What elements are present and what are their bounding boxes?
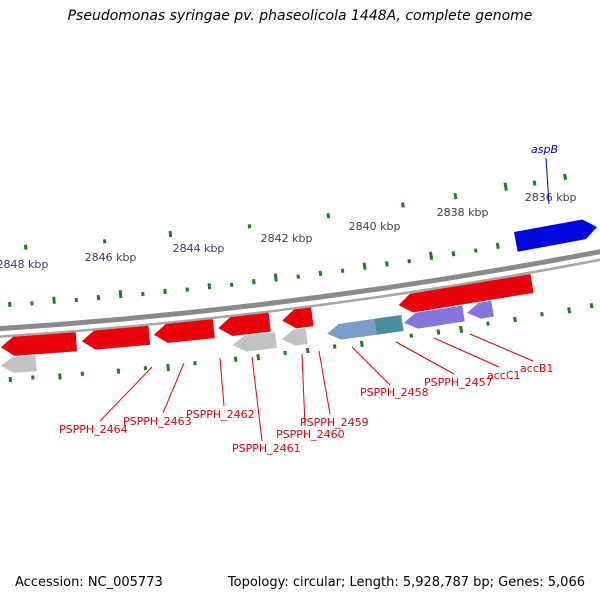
- gene-arrow[interactable]: [281, 328, 308, 347]
- feature-tick: [168, 230, 173, 238]
- gene-arrow-accC1[interactable]: [403, 305, 465, 331]
- feature-tick: [563, 173, 568, 181]
- feature-tick: [332, 344, 337, 349]
- gene-shape[interactable]: [81, 325, 151, 351]
- gene-shape[interactable]: [281, 307, 314, 330]
- feature-tick: [252, 279, 256, 285]
- gene-arrow[interactable]: [397, 274, 534, 314]
- scale-label: 2846 kbp: [85, 251, 137, 264]
- feature-tick: [340, 268, 345, 273]
- feature-tick: [486, 321, 490, 326]
- gene-shape[interactable]: [0, 355, 37, 373]
- feature-tick: [451, 251, 456, 257]
- label-leader-line: [99, 366, 153, 422]
- status-summary: Topology: circular; Length: 5,928,787 bp…: [227, 575, 585, 590]
- gene-shape[interactable]: [0, 332, 78, 356]
- label-leader-line: [395, 341, 455, 375]
- label-leader-line: [219, 357, 225, 407]
- feature-tick: [359, 340, 364, 348]
- feature-tick: [296, 274, 300, 279]
- gene-label[interactable]: PSPPH_2458: [360, 386, 429, 399]
- feature-tick: [305, 347, 310, 354]
- feature-tick: [409, 333, 414, 338]
- feature-tick: [459, 325, 464, 334]
- gene-arrow[interactable]: [153, 319, 215, 344]
- backbone-line: [0, 249, 600, 332]
- feature-tick: [428, 251, 434, 260]
- feature-tick: [385, 261, 389, 267]
- feature-tick: [567, 307, 572, 314]
- gene-label[interactable]: PSPPH_2459: [300, 416, 369, 429]
- feature-tick: [473, 248, 478, 253]
- feature-tick: [233, 356, 238, 362]
- gene-shape[interactable]: [466, 300, 494, 321]
- backbone-line: [0, 258, 600, 338]
- gene-arrow-accB1[interactable]: [466, 300, 494, 321]
- label-leader-line: [545, 157, 550, 205]
- feature-tick: [532, 180, 537, 186]
- gene-shape[interactable]: [403, 305, 465, 331]
- feature-tick: [362, 262, 367, 270]
- gene-label[interactable]: PSPPH_2463: [123, 415, 192, 428]
- feature-tick: [52, 296, 56, 304]
- feature-tick: [207, 283, 212, 290]
- feature-tick: [513, 316, 517, 323]
- label-leader-line: [301, 353, 306, 427]
- gene-label[interactable]: PSPPH_2460: [276, 428, 345, 441]
- feature-tick: [407, 258, 411, 264]
- gene-shape[interactable]: [232, 332, 277, 353]
- gene-arrow[interactable]: [0, 332, 78, 356]
- gene-shape[interactable]: [514, 217, 599, 252]
- figure-title: Pseudomonas syringae pv. phaseolicola 14…: [67, 8, 533, 24]
- scale-label: 2836 kbp: [525, 191, 577, 204]
- label-leader-line: [351, 346, 391, 386]
- gene-shape[interactable]: [374, 315, 403, 335]
- feature-tick: [401, 202, 405, 208]
- feature-tick: [273, 273, 278, 282]
- feature-tick: [503, 182, 508, 191]
- gene-arrow[interactable]: [217, 312, 271, 338]
- feature-tick: [453, 192, 458, 200]
- gene-arrow-aspB[interactable]: [514, 217, 599, 252]
- gene-label[interactable]: accC1: [487, 369, 521, 382]
- gene-label[interactable]: PSPPH_2462: [186, 408, 255, 421]
- gene-shape[interactable]: [281, 328, 308, 347]
- feature-tick: [436, 329, 441, 335]
- gene-arrow[interactable]: [0, 355, 37, 373]
- gene-arrow[interactable]: [281, 307, 314, 330]
- feature-tick: [166, 363, 170, 372]
- gene-label[interactable]: PSPPH_2457: [424, 376, 493, 389]
- feature-tick: [326, 213, 331, 219]
- feature-tick: [495, 242, 500, 250]
- gene-shape[interactable]: [397, 274, 534, 314]
- gene-shape[interactable]: [153, 319, 215, 344]
- feature-tick: [540, 312, 544, 317]
- gene-label[interactable]: accB1: [520, 362, 553, 375]
- gene-label[interactable]: PSPPH_2461: [232, 442, 301, 455]
- feature-tick: [118, 290, 123, 299]
- gene-arrow[interactable]: [374, 315, 403, 335]
- gene-shape[interactable]: [217, 312, 271, 338]
- feature-tick: [318, 270, 323, 276]
- status-accession: Accession: NC_005773: [15, 575, 163, 590]
- label-leader-line: [162, 362, 185, 414]
- scale-label: 2842 kbp: [261, 232, 313, 245]
- scale-label: 2848 kbp: [0, 258, 48, 271]
- label-leader-line: [469, 333, 534, 362]
- scale-label: 2838 kbp: [437, 206, 489, 219]
- status-bar: Accession: NC_005773 Topology: circular;…: [15, 575, 585, 590]
- gene-arrow[interactable]: [232, 332, 277, 353]
- gene-label[interactable]: PSPPH_2464: [59, 423, 128, 436]
- scale-label: 2840 kbp: [349, 220, 401, 233]
- feature-tick: [589, 302, 594, 309]
- label-leader-line: [433, 337, 500, 368]
- gene-label[interactable]: aspB: [531, 143, 558, 156]
- scale-label: 2844 kbp: [173, 242, 225, 255]
- gene-arrow[interactable]: [81, 325, 151, 351]
- feature-tick: [256, 354, 261, 361]
- label-leader-line: [251, 356, 263, 442]
- label-leader-line: [318, 350, 331, 415]
